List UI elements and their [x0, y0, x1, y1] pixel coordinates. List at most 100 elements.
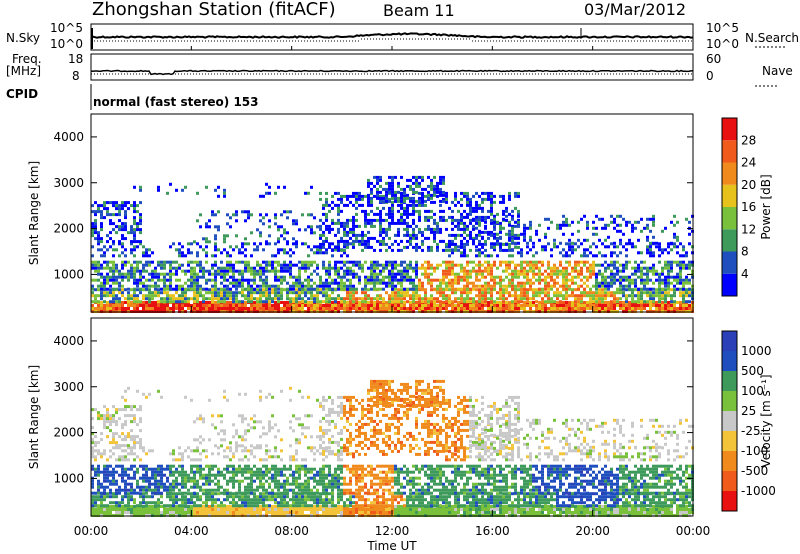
power-heatmap-cell: [136, 266, 139, 270]
power-heatmap-cell: [466, 294, 469, 298]
velocity-heatmap-cell: [130, 408, 133, 412]
power-heatmap-cell: [190, 251, 193, 255]
power-heatmap-cell: [568, 245, 571, 249]
power-heatmap-cell: [454, 242, 457, 246]
power-heatmap-cell: [625, 297, 628, 301]
power-heatmap-cell: [337, 209, 340, 213]
velocity-heatmap-cell: [109, 505, 112, 508]
velocity-heatmap-cell: [100, 491, 103, 495]
power-heatmap-cell: [532, 272, 535, 276]
power-heatmap-cell: [208, 278, 211, 282]
power-heatmap-cell: [652, 266, 655, 270]
power-heatmap-cell: [175, 284, 178, 288]
power-heatmap-cell: [610, 269, 613, 273]
power-heatmap-cell: [94, 260, 97, 264]
power-heatmap-cell: [235, 260, 238, 264]
velocity-heatmap-cell: [136, 441, 139, 445]
power-heatmap-cell: [346, 245, 349, 249]
power-heatmap-cell: [292, 275, 295, 279]
power-heatmap-cell: [646, 291, 649, 295]
power-heatmap-cell: [442, 307, 445, 310]
power-heatmap-cell: [100, 237, 103, 241]
power-heatmap-cell: [454, 245, 457, 249]
power-heatmap-cell: [133, 291, 136, 295]
power-heatmap-cell: [562, 278, 565, 282]
velocity-heatmap-cell: [121, 395, 124, 399]
power-heatmap-cell: [247, 278, 250, 282]
power-heatmap-cell: [256, 300, 259, 304]
power-heatmap-cell: [649, 229, 652, 233]
power-heatmap-cell: [247, 307, 250, 310]
power-heatmap-cell: [493, 217, 496, 221]
velocity-heatmap-cell: [172, 479, 175, 483]
power-heatmap-cell: [436, 291, 439, 295]
power-heatmap-cell: [316, 291, 319, 295]
power-heatmap-cell: [229, 260, 232, 264]
velocity-heatmap-cell: [142, 473, 145, 477]
power-heatmap-cell: [490, 266, 493, 270]
power-heatmap-cell: [400, 281, 403, 285]
power-heatmap-cell: [232, 248, 235, 252]
power-heatmap-cell: [157, 188, 160, 192]
power-heatmap-cell: [145, 278, 148, 282]
power-heatmap-cell: [250, 297, 253, 301]
power-heatmap-cell: [538, 307, 541, 310]
power-heatmap-cell: [256, 288, 259, 292]
power-heatmap-cell: [319, 245, 322, 249]
power-heatmap-cell: [475, 294, 478, 298]
power-heatmap-cell: [187, 284, 190, 288]
power-heatmap-cell: [358, 301, 361, 304]
power-heatmap-cell: [577, 260, 580, 264]
velocity-heatmap-cell: [124, 473, 127, 477]
velocity-heatmap-cell: [109, 423, 112, 427]
power-heatmap-cell: [370, 275, 373, 279]
power-heatmap-cell: [388, 212, 391, 216]
power-heatmap-cell: [649, 287, 652, 291]
power-heatmap-cell: [274, 272, 277, 276]
power-heatmap-cell: [472, 269, 475, 273]
power-heatmap-cell: [403, 194, 406, 198]
power-heatmap-cell: [475, 200, 478, 204]
velocity-heatmap-cell: [175, 501, 178, 505]
power-heatmap-cell: [487, 307, 490, 310]
power-heatmap-cell: [523, 238, 526, 242]
power-heatmap-cell: [490, 194, 493, 198]
velocity-heatmap-cell: [136, 491, 139, 495]
velocity-heatmap-cell: [175, 498, 178, 502]
power-heatmap-cell: [685, 300, 688, 304]
power-heatmap-cell: [367, 230, 370, 234]
power-heatmap-cell: [292, 263, 295, 267]
power-heatmap-cell: [424, 260, 427, 264]
power-heatmap-cell: [94, 288, 97, 292]
power-heatmap-cell: [664, 260, 667, 264]
power-heatmap-cell: [559, 251, 562, 255]
power-heatmap-cell: [610, 272, 613, 276]
power-heatmap-cell: [112, 242, 115, 246]
power-heatmap-cell: [499, 245, 502, 249]
power-heatmap-cell: [460, 266, 463, 270]
power-heatmap-cell: [502, 269, 505, 273]
power-heatmap-cell: [94, 307, 97, 310]
velocity-heatmap-cell: [94, 498, 97, 502]
power-heatmap-cell: [115, 304, 118, 307]
power-heatmap-cell: [667, 251, 670, 255]
power-heatmap-cell: [364, 242, 367, 246]
power-heatmap-cell: [415, 301, 418, 304]
power-heatmap-cell: [667, 304, 670, 307]
power-heatmap-cell: [304, 191, 307, 195]
power-heatmap-cell: [196, 300, 199, 304]
power-heatmap-cell: [283, 288, 286, 292]
power-heatmap-cell: [406, 278, 409, 282]
power-heatmap-cell: [109, 304, 112, 307]
power-heatmap-cell: [121, 260, 124, 264]
velocity-heatmap-cell: [172, 485, 175, 489]
power-heatmap-cell: [106, 304, 109, 307]
power-heatmap-cell: [202, 294, 205, 298]
power-heatmap-cell: [547, 272, 550, 276]
power-heatmap-cell: [553, 269, 556, 273]
power-heatmap-cell: [379, 224, 382, 228]
power-heatmap-cell: [424, 227, 427, 231]
velocity-heatmap-cell: [136, 508, 139, 511]
power-heatmap-cell: [682, 248, 685, 252]
